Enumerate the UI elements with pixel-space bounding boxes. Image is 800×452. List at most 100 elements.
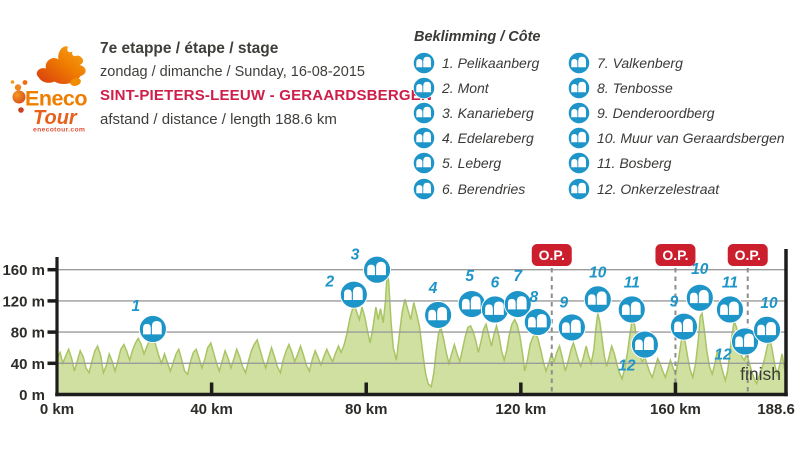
y-tick-label: 160 m [2,262,45,279]
legend-item: 3. Kanarieberg [413,100,568,125]
mountain-icon [568,152,590,174]
legend-item: 7. Valkenberg [568,50,785,75]
logo-dot [18,107,24,113]
elevation-profile-chart: 0 m 40 m 80 m 120 m 160 m 0 km 40 km 80 km 120 k… [2,244,800,418]
climb-name: 7. Valkenberg [597,54,683,71]
climb-marker-icon [617,295,646,324]
y-tick-label: 80 m [11,325,45,342]
legend-item: 1. Pelikaanberg [413,50,568,75]
logo-brand-top: Eneco [25,87,87,111]
x-tick [673,382,678,395]
elevation-area [56,272,787,396]
x-tick-label: 188.6 km [757,401,800,418]
climb-marker-number: 8 [530,289,539,306]
climb-marker-icon [685,283,714,312]
x-tick-label: 160 km [650,401,701,418]
mountain-icon [568,102,590,124]
stage-route: SINT-PIETERS-LEEUW - GERAARDSBERGEN [100,87,433,104]
x-tick [209,382,214,395]
finish-label: finish [740,364,781,384]
x-tick-label: 0 km [40,401,74,418]
climb-list-col1: 1. Pelikaanberg 2. Mont 3. Kanarieberg 4… [413,50,568,201]
climb-marker-number: 11 [624,274,640,291]
climb-marker-number: 6 [491,274,500,291]
climb-marker-number: 9 [560,294,569,311]
logo-dot [14,84,22,91]
climb-marker-icon [363,255,392,284]
mountain-icon [568,178,590,200]
mountain-icon [568,52,590,74]
climb-marker-number: 3 [351,247,360,264]
legend-item: 5. Leberg [413,151,568,176]
logo-dot [22,80,28,85]
logo-dot [10,80,15,84]
climb-name: 8. Tenbosse [597,79,673,96]
climb-marker-number: 10 [589,264,607,281]
x-tick-label: 40 km [190,401,233,418]
climb-marker-number: 7 [513,268,523,285]
climb-marker-number: 10 [760,295,778,312]
mountain-icon [413,178,435,200]
mountain-icon [413,77,435,99]
climb-name: 1. Pelikaanberg [442,54,540,71]
x-tick-label: 80 km [345,401,388,418]
climb-name: 5. Leberg [442,155,502,172]
op-badge [655,244,696,266]
legend-columns: 1. Pelikaanberg 2. Mont 3. Kanarieberg 4… [413,50,785,201]
op-badge [531,244,572,266]
climb-name: 11. Bosberg [597,155,672,172]
x-tick [519,382,523,395]
stage-header: 7e etappe / étape / stage zondag / diman… [100,37,432,131]
y-tick-label: 0 m [19,387,45,404]
legend-item: 10. Muur van Geraardsbergen [568,126,785,151]
climb-marker-number: 12 [714,346,732,363]
climb-marker-icon [583,285,612,314]
climb-marker-number: 11 [722,274,738,291]
op-badge-label: O.P. [539,247,565,263]
climb-name: 6. Berendries [442,180,526,197]
legend-item: 6. Berendries [413,176,568,201]
legend-item: 11. Bosberg [568,151,785,176]
logo-flame-shape [36,46,86,84]
legend-item: 2. Mont [413,75,568,100]
stage-date: zondag / dimanche / Sunday, 16-08-2015 [100,63,365,80]
climb-name: 4. Edelareberg [442,130,534,147]
legend-item: 9. Denderoordberg [568,100,785,125]
logo-brand-bottom: Tour [33,107,78,129]
legend-item: 12. Onkerzelestraat [568,176,785,201]
mountain-icon [568,77,590,99]
climb-marker-number: 4 [428,280,438,297]
climb-name: 10. Muur van Geraardsbergen [597,130,785,147]
climb-name: 9. Denderoordberg [597,104,715,121]
mountain-icon [413,102,435,124]
eneco-tour-logo: Eneco Tour enecotour.com [10,46,88,134]
mountain-icon [568,127,590,149]
y-tick-label: 40 m [11,356,45,373]
op-badge-label: O.P. [662,247,688,263]
mountain-icon [413,152,435,174]
climb-marker-icon [523,307,552,336]
climb-marker-icon [457,290,486,319]
climb-marker-icon [138,314,167,343]
climb-marker-number: 2 [325,274,335,291]
op-badge-label: O.P. [735,247,761,263]
climb-marker-icon [424,300,453,329]
logo-website: enecotour.com [33,127,85,134]
climb-marker-icon [753,315,782,344]
climb-marker-icon [630,330,659,359]
climb-name: 12. Onkerzelestraat [597,180,720,197]
climb-name: 2. Mont [442,79,489,96]
x-tick [364,382,368,395]
logo-flame-drop [70,78,81,86]
y-tick-label: 120 m [2,293,45,310]
climb-legend: Beklimming / Côte 1. Pelikaanberg 2. Mon… [413,29,785,201]
climb-marker-number: 9 [670,294,679,311]
climb-marker-icon [339,280,368,309]
legend-item: 4. Edelareberg [413,126,568,151]
stage-title: 7e etappe / étape / stage [100,40,279,57]
mountain-icon [413,52,435,74]
climb-marker-number: 1 [132,298,141,315]
climb-marker-number: 5 [465,268,474,285]
climb-marker-icon [669,312,698,341]
